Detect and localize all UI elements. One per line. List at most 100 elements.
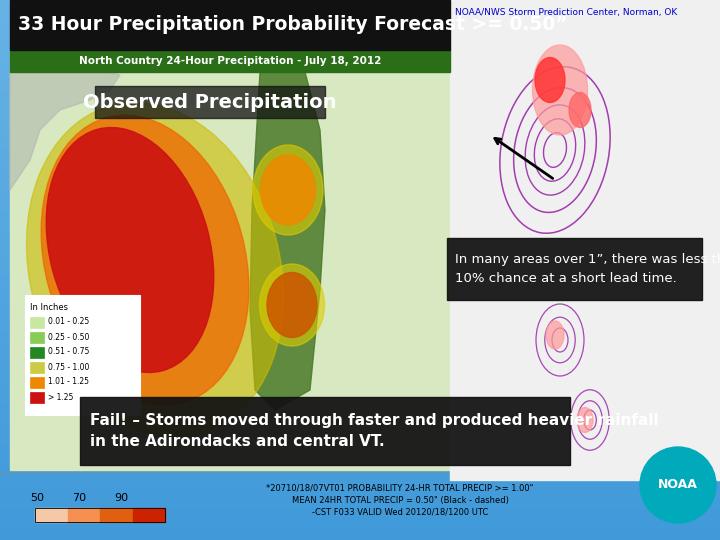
- Bar: [0, 482, 720, 483]
- Text: North Country 24-Hour Precipitation - July 18, 2012: North Country 24-Hour Precipitation - Ju…: [78, 56, 381, 66]
- Bar: [0, 113, 720, 114]
- Bar: [0, 283, 720, 284]
- Bar: [0, 141, 720, 142]
- Bar: [0, 424, 720, 425]
- Bar: [0, 31, 720, 32]
- Bar: [0, 11, 720, 12]
- Bar: [0, 243, 720, 244]
- Bar: [0, 59, 720, 60]
- Bar: [0, 39, 720, 40]
- Bar: [0, 299, 720, 300]
- Bar: [10, 50, 450, 470]
- Bar: [0, 389, 720, 390]
- Bar: [30, 332, 44, 343]
- Bar: [0, 508, 720, 509]
- Bar: [0, 167, 720, 168]
- Bar: [0, 500, 720, 501]
- Bar: [0, 71, 720, 72]
- Bar: [0, 21, 720, 22]
- Bar: [0, 429, 720, 430]
- Bar: [0, 464, 720, 465]
- Bar: [0, 163, 720, 164]
- Bar: [30, 362, 44, 373]
- Bar: [0, 368, 720, 369]
- Bar: [0, 43, 720, 44]
- Bar: [0, 353, 720, 354]
- Bar: [0, 15, 720, 16]
- Bar: [0, 5, 720, 6]
- Bar: [0, 28, 720, 29]
- Bar: [0, 84, 720, 85]
- Bar: [0, 77, 720, 78]
- Bar: [0, 72, 720, 73]
- Bar: [0, 506, 720, 507]
- Bar: [0, 16, 720, 17]
- Ellipse shape: [533, 45, 588, 135]
- Bar: [0, 350, 720, 351]
- Bar: [0, 515, 720, 516]
- Bar: [0, 42, 720, 43]
- Bar: [0, 41, 720, 42]
- Bar: [0, 117, 720, 118]
- Bar: [0, 18, 720, 19]
- Bar: [0, 184, 720, 185]
- Bar: [0, 523, 720, 524]
- Bar: [0, 169, 720, 170]
- Bar: [0, 443, 720, 444]
- Bar: [0, 174, 720, 175]
- Bar: [0, 265, 720, 266]
- Bar: [0, 406, 720, 407]
- Bar: [0, 313, 720, 314]
- Bar: [0, 56, 720, 57]
- Bar: [0, 332, 720, 333]
- Text: NOAA: NOAA: [658, 478, 698, 491]
- Bar: [0, 441, 720, 442]
- Bar: [0, 454, 720, 455]
- Bar: [0, 287, 720, 288]
- Bar: [0, 68, 720, 69]
- Bar: [0, 288, 720, 289]
- Bar: [0, 273, 720, 274]
- Bar: [0, 44, 720, 45]
- Bar: [0, 502, 720, 503]
- Bar: [0, 324, 720, 325]
- Bar: [0, 208, 720, 209]
- Bar: [0, 457, 720, 458]
- Bar: [0, 492, 720, 493]
- Bar: [0, 375, 720, 376]
- Bar: [0, 94, 720, 95]
- Ellipse shape: [569, 92, 591, 127]
- Bar: [0, 165, 720, 166]
- Bar: [0, 115, 720, 116]
- Bar: [0, 23, 720, 24]
- Bar: [0, 491, 720, 492]
- Bar: [0, 92, 720, 93]
- Bar: [0, 416, 720, 417]
- Bar: [0, 503, 720, 504]
- Bar: [0, 440, 720, 441]
- Bar: [0, 467, 720, 468]
- Bar: [0, 241, 720, 242]
- Polygon shape: [10, 72, 120, 190]
- Bar: [0, 536, 720, 537]
- Bar: [0, 388, 720, 389]
- Bar: [0, 358, 720, 359]
- Bar: [0, 138, 720, 139]
- Bar: [0, 393, 720, 394]
- Bar: [0, 152, 720, 153]
- Bar: [0, 38, 720, 39]
- Bar: [0, 310, 720, 311]
- Bar: [0, 342, 720, 343]
- Bar: [0, 30, 720, 31]
- Bar: [132, 508, 165, 522]
- Bar: [0, 207, 720, 208]
- Bar: [0, 484, 720, 485]
- Bar: [0, 336, 720, 337]
- Bar: [0, 171, 720, 172]
- Bar: [0, 178, 720, 179]
- Bar: [0, 346, 720, 347]
- Bar: [0, 209, 720, 210]
- Bar: [0, 361, 720, 362]
- Bar: [0, 524, 720, 525]
- Bar: [0, 341, 720, 342]
